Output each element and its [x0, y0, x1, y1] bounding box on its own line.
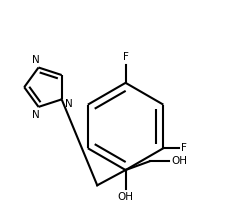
Text: OH: OH — [118, 192, 134, 202]
Text: N: N — [32, 110, 40, 120]
Text: F: F — [181, 143, 187, 153]
Text: F: F — [123, 52, 128, 62]
Text: N: N — [65, 99, 72, 109]
Text: OH: OH — [171, 156, 187, 166]
Text: N: N — [32, 55, 40, 65]
